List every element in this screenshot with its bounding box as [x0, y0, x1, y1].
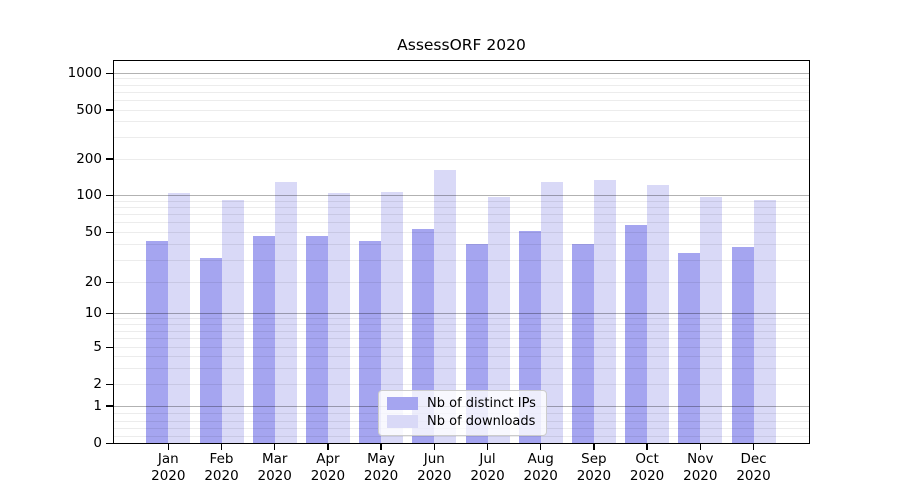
bar-downloads-jun: [434, 170, 457, 444]
bar-downloads-may: [381, 192, 404, 444]
bar-distinct-ips-sep: [571, 244, 594, 444]
bar-distinct-ips-mar: [252, 235, 275, 444]
x-axis-tick: [646, 443, 648, 450]
y-axis-label: 1: [93, 397, 102, 414]
bar-downloads-mar: [274, 182, 297, 444]
x-axis-label-nov: Nov 2020: [683, 451, 718, 484]
bar-distinct-ips-nov: [678, 253, 701, 444]
y-axis-tick: [106, 194, 113, 197]
minor-gridline: [113, 91, 810, 93]
minor-gridline: [113, 78, 810, 80]
minor-gridline: [113, 109, 810, 111]
bar-distinct-ips-jan: [146, 240, 169, 444]
x-axis-label-dec: Dec 2020: [736, 451, 771, 484]
major-gridline: [113, 195, 810, 197]
y-axis-tick: [106, 281, 113, 284]
legend-label-downloads: Nb of downloads: [427, 414, 536, 429]
major-gridline: [113, 72, 810, 74]
x-axis-tick: [167, 443, 170, 450]
legend: Nb of distinct IPs Nb of downloads: [378, 390, 547, 436]
x-axis-label-mar: Mar 2020: [257, 451, 292, 484]
y-axis-label: 1000: [67, 64, 102, 81]
bar-distinct-ips-apr: [305, 235, 328, 444]
legend-label-distinct-ips: Nb of distinct IPs: [427, 396, 536, 411]
bar-distinct-ips-may: [359, 240, 382, 444]
x-axis-label-feb: Feb 2020: [204, 451, 239, 484]
bar-downloads-apr: [327, 193, 350, 444]
x-axis-label-jun: Jun 2020: [417, 451, 452, 484]
x-axis-label-may: May 2020: [363, 451, 399, 484]
y-axis-label: 500: [76, 101, 102, 118]
bar-downloads-sep: [593, 179, 616, 444]
x-axis-tick: [486, 443, 489, 450]
x-axis-tick: [699, 443, 702, 450]
y-axis-label: 50: [84, 223, 102, 240]
y-axis-label: 10: [84, 304, 102, 321]
y-axis-tick: [106, 312, 113, 315]
minor-gridline: [113, 136, 810, 138]
y-axis-tick: [106, 109, 113, 111]
legend-swatch-downloads: [387, 415, 418, 428]
x-axis-label-apr: Apr 2020: [310, 451, 346, 484]
x-axis-tick: [380, 443, 382, 450]
x-axis-tick: [539, 443, 542, 450]
x-axis-tick: [433, 443, 436, 450]
x-axis-tick: [327, 443, 329, 450]
x-axis-label-aug: Aug 2020: [523, 451, 558, 484]
y-axis-tick: [106, 346, 113, 349]
x-axis-label-oct: Oct 2020: [629, 451, 665, 484]
x-axis-label-jan: Jan 2020: [151, 451, 186, 484]
legend-swatch-distinct-ips: [387, 397, 418, 410]
legend-item-distinct-ips: Nb of distinct IPs: [387, 396, 536, 411]
x-axis-label-sep: Sep 2020: [576, 451, 612, 484]
y-axis-label: 200: [76, 150, 102, 167]
y-axis-label: 2: [93, 375, 102, 392]
minor-gridline: [113, 158, 810, 160]
y-axis-label: 20: [84, 273, 102, 290]
bar-distinct-ips-oct: [625, 225, 648, 444]
x-axis-tick: [273, 443, 276, 450]
y-axis-tick: [106, 442, 113, 445]
bar-downloads-aug: [540, 181, 563, 444]
y-axis-label: 100: [76, 187, 102, 204]
bar-downloads-oct: [647, 185, 670, 444]
y-axis-tick: [106, 383, 113, 386]
legend-item-downloads: Nb of downloads: [387, 414, 536, 429]
bar-downloads-jan: [168, 193, 191, 444]
x-axis-tick: [752, 443, 755, 450]
bar-distinct-ips-dec: [731, 247, 754, 444]
bar-downloads-dec: [753, 199, 776, 444]
y-axis-tick: [106, 72, 113, 75]
x-axis-label-jul: Jul 2020: [470, 451, 505, 484]
y-axis-tick: [106, 231, 113, 234]
x-axis-tick: [593, 443, 595, 450]
bar-downloads-jul: [487, 196, 510, 444]
bar-distinct-ips-feb: [199, 258, 222, 444]
y-axis-label: 0: [93, 435, 102, 452]
chart-title: AssessORF 2020: [397, 36, 526, 54]
minor-gridline: [113, 99, 810, 101]
bar-downloads-feb: [221, 199, 244, 444]
minor-gridline: [113, 121, 810, 123]
y-axis-label: 5: [93, 339, 102, 356]
bar-downloads-nov: [700, 197, 723, 444]
x-axis-tick: [220, 443, 223, 450]
y-axis-tick: [106, 158, 113, 160]
minor-gridline: [113, 84, 810, 86]
y-axis-tick: [106, 405, 113, 407]
